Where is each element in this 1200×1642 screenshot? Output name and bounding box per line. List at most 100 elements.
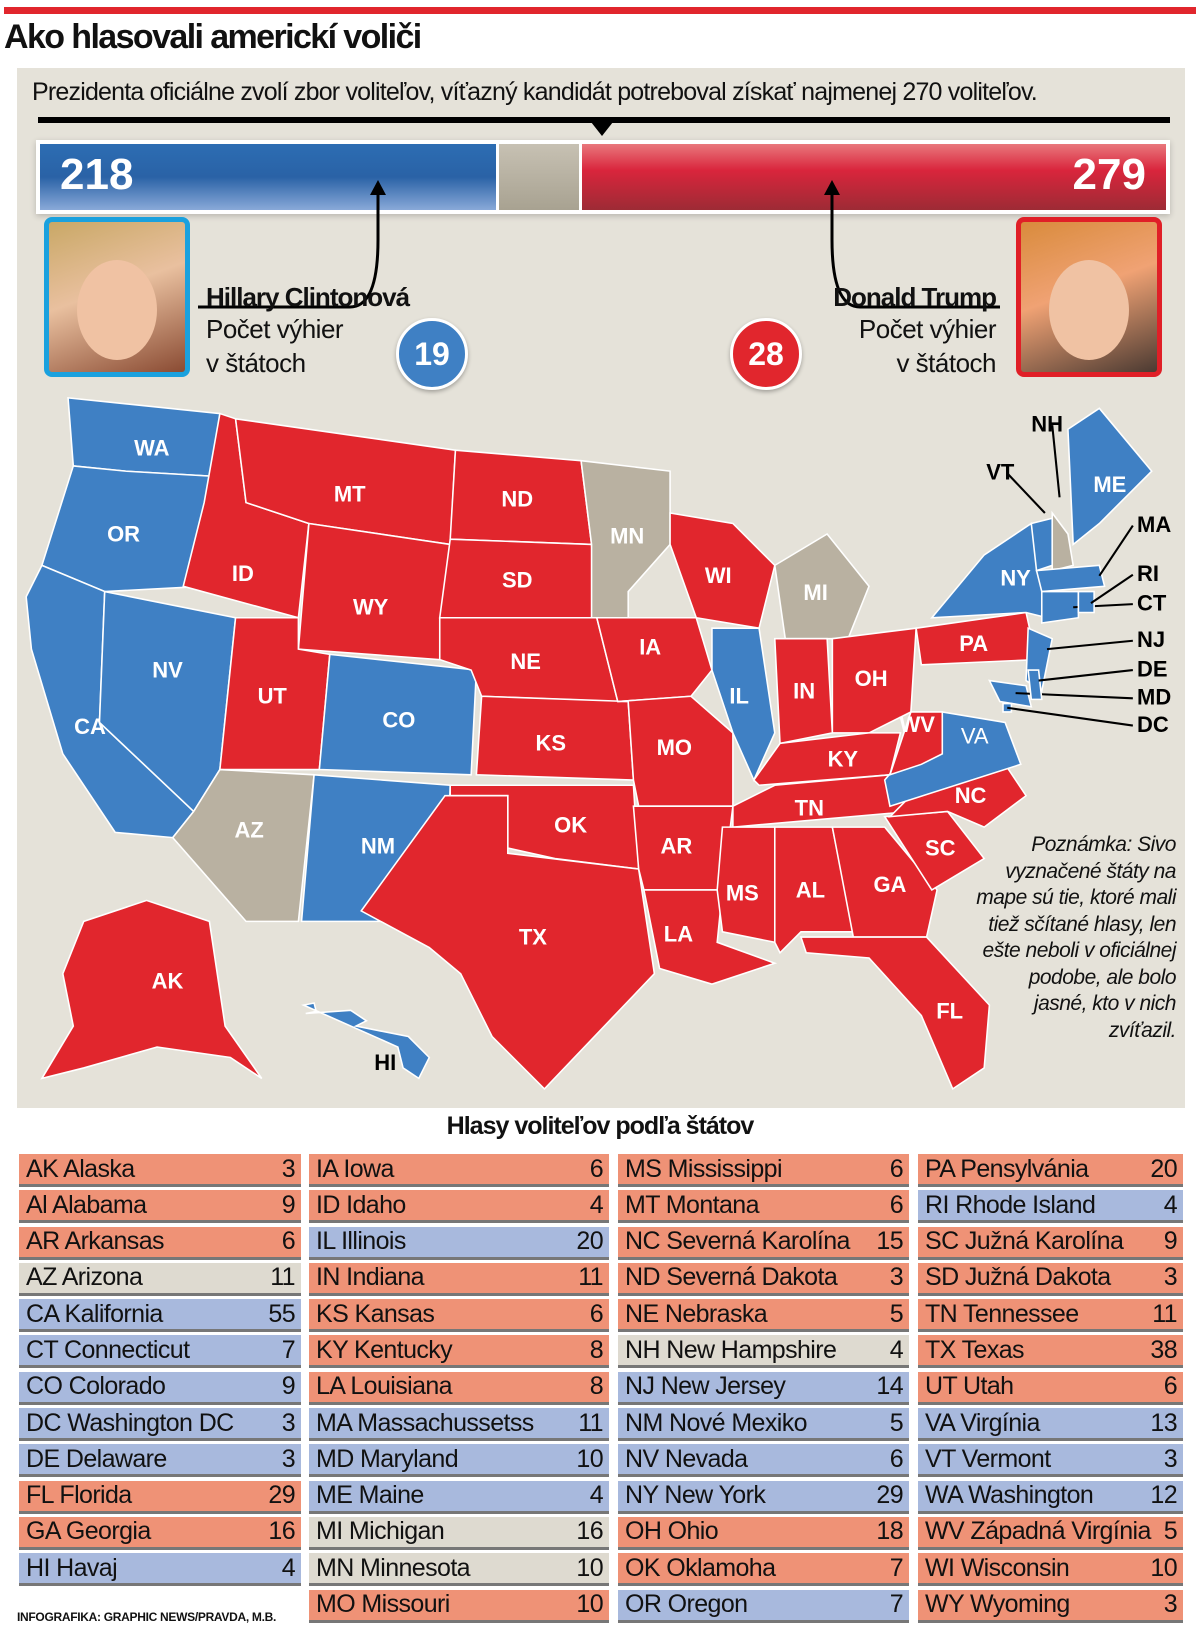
state-label: SD	[502, 567, 533, 592]
state-label: ND	[501, 487, 533, 512]
state-name: OK Oklamoha	[625, 1553, 776, 1582]
state-label: MN	[610, 523, 644, 548]
state-label: WA	[134, 435, 170, 460]
table-row: NY New York 29	[618, 1480, 909, 1514]
electoral-votes: 10	[576, 1590, 603, 1619]
state-name: CT Connecticut	[26, 1335, 190, 1364]
electoral-votes: 11	[578, 1408, 603, 1437]
table-row: TX Texas 38	[918, 1335, 1183, 1369]
state-label: NE	[510, 649, 541, 674]
state-fl	[799, 936, 991, 1091]
electoral-votes: 6	[1163, 1372, 1178, 1401]
table-row: IL Illinois 20	[309, 1226, 609, 1260]
table-column: IA Iowa 6 ID Idaho 4 IL Illinois 20 IN Indiana…	[309, 1154, 609, 1626]
electoral-votes: 7	[889, 1553, 904, 1582]
state-name: CO Colorado	[26, 1372, 166, 1401]
electoral-votes: 4	[281, 1553, 296, 1582]
state-label: OH	[855, 666, 888, 691]
state-label: CT	[1137, 590, 1167, 615]
clinton-wins-label: Počet výhier v štátoch	[206, 312, 344, 380]
table-row: VT Vermont 3	[918, 1444, 1183, 1478]
electoral-votes: 13	[1150, 1408, 1177, 1437]
state-ms	[716, 826, 776, 944]
map-note: Poznámka: Sivo vyznačené štáty na mape s…	[976, 833, 1176, 1042]
state-label: MI	[803, 580, 827, 605]
table-row: NV Nevada 6	[618, 1444, 909, 1478]
clinton-states-won: 19	[396, 318, 468, 390]
state-name: Al Alabama	[26, 1190, 147, 1219]
electoral-votes: 10	[576, 1444, 603, 1473]
table-row: SD Južná Dakota 3	[918, 1262, 1183, 1296]
state-name: MD Maryland	[316, 1444, 459, 1473]
electoral-votes: 11	[270, 1263, 295, 1292]
callout-line	[1007, 706, 1134, 727]
state-name: RI Rhode Island	[925, 1190, 1096, 1219]
electoral-votes: 3	[1163, 1590, 1178, 1619]
table-row: AK Alaska 3	[19, 1154, 301, 1187]
electoral-votes: 9	[1163, 1227, 1178, 1256]
electoral-votes: 18	[876, 1517, 903, 1546]
state-label: IA	[639, 634, 661, 659]
electoral-votes: 6	[889, 1190, 904, 1219]
state-ga	[831, 826, 938, 938]
table-row: MN Minnesota 10	[309, 1553, 609, 1587]
state-label: WV	[899, 712, 935, 737]
state-name: MA Massachussetss	[316, 1408, 534, 1437]
electoral-votes: 14	[876, 1372, 903, 1401]
callout-line	[1090, 573, 1134, 604]
state-wy	[297, 522, 452, 661]
electoral-votes: 4	[1163, 1190, 1178, 1219]
state-label: KS	[535, 731, 566, 756]
electoral-votes: 3	[281, 1408, 296, 1437]
table-row: WI Wisconsin 10	[918, 1553, 1183, 1587]
state-label: UT	[258, 684, 288, 709]
state-name: NY New York	[625, 1481, 766, 1510]
state-name: WV Západná Virgínia	[925, 1517, 1151, 1546]
credit: INFOGRAFIKA: GRAPHIC NEWS/PRAVDA, M.B.	[17, 1610, 277, 1624]
top-rule	[4, 7, 1196, 14]
state-label: DC	[1137, 712, 1169, 737]
electoral-votes: 5	[889, 1408, 904, 1437]
state-label: PA	[959, 631, 988, 656]
callout-line	[1038, 669, 1133, 682]
electoral-votes: 9	[281, 1190, 296, 1219]
state-name: PA Pensylvánia	[925, 1154, 1089, 1183]
state-me	[1067, 407, 1153, 547]
electoral-votes: 11	[578, 1263, 603, 1292]
trump-electoral-votes: 279	[1072, 150, 1146, 199]
state-name: SC Južná Karolína	[925, 1227, 1124, 1256]
state-name: MT Montana	[625, 1190, 759, 1219]
state-label: NM	[361, 833, 395, 858]
state-name: OR Oregon	[625, 1590, 748, 1619]
state-name: NC Severná Karolína	[625, 1227, 850, 1256]
table-row: OH Ohio 18	[618, 1516, 909, 1550]
state-ia	[595, 616, 713, 703]
state-name: UT Utah	[925, 1372, 1014, 1401]
subtitle: Prezidenta oficiálne zvolí zbor voliteľo…	[32, 78, 1038, 106]
callout-line	[1051, 424, 1061, 498]
table-row: CO Colorado 9	[19, 1371, 301, 1405]
state-label: ID	[232, 561, 254, 586]
table-column: AK Alaska 3 Al Alabama 9 AR Arkansas 6 AZ Ariz…	[19, 1154, 301, 1590]
state-mn	[580, 459, 671, 619]
state-label: NY	[1000, 565, 1031, 590]
state-label: VA	[961, 723, 989, 748]
electoral-votes: 10	[576, 1553, 603, 1582]
callout-line	[1098, 525, 1134, 577]
electoral-votes: 5	[889, 1299, 904, 1328]
state-label: OK	[554, 812, 587, 837]
table-row: GA Georgia 16	[19, 1516, 301, 1550]
state-label: NH	[1031, 411, 1063, 436]
state-wv	[888, 711, 944, 777]
state-ky	[752, 732, 902, 787]
clinton-electoral-votes: 218	[60, 150, 134, 199]
electoral-votes: 7	[281, 1335, 296, 1364]
state-name: MN Minnesota	[316, 1553, 471, 1582]
table-row: WV Západná Virgínia 5	[918, 1516, 1183, 1550]
state-name: WA Washington	[925, 1481, 1094, 1510]
table-column: PA Pensylvánia 20 RI Rhode Island 4 SC Južná…	[918, 1154, 1183, 1626]
state-name: AR Arkansas	[26, 1227, 165, 1256]
table-row: NM Nové Mexiko 5	[618, 1408, 909, 1442]
state-label: WY	[353, 595, 389, 620]
threshold-line	[38, 117, 1170, 123]
